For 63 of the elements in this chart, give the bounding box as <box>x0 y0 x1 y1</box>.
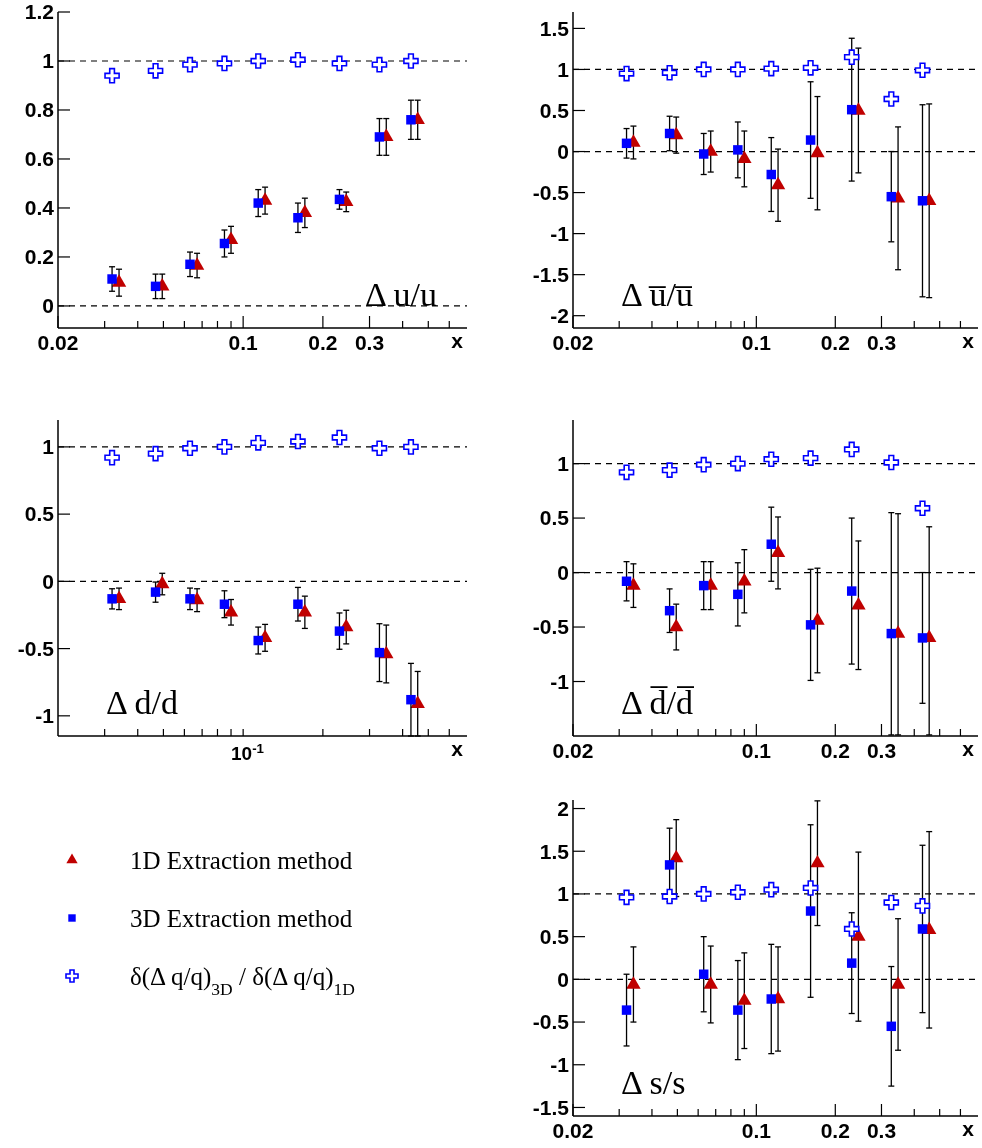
y-tick-label: 1 <box>557 451 570 475</box>
y-tick-label: -1.5 <box>532 1095 570 1119</box>
x-tick-label: 0.3 <box>866 739 897 762</box>
legend-label: δ(Δ q/q)$_{3D}$ / δ(Δ q/q)$_{1D}$ <box>130 962 355 999</box>
x-axis-title: x <box>451 329 464 352</box>
y-tick-label: 0.6 <box>24 147 54 171</box>
x-tick-label: 0.02 <box>37 331 79 354</box>
y-tick-label: -1 <box>550 1053 570 1077</box>
legend-label: 3D Extraction method <box>130 904 353 932</box>
x-tick-label: 0.2 <box>308 331 338 354</box>
y-tick-label: 0 <box>557 560 569 584</box>
annotation: Δ u/u <box>365 276 437 313</box>
x-tick-label: 0.3 <box>866 331 897 354</box>
x-axis-title: x <box>962 1117 975 1140</box>
y-tick-label: -0.5 <box>532 1010 570 1034</box>
annotation: Δ d/d <box>106 684 178 721</box>
y-tick-label: 1.5 <box>539 16 570 40</box>
x-tick-label: 0.02 <box>552 1119 594 1142</box>
x-tick-label: 0.1 <box>741 739 772 762</box>
y-tick-label: -0.5 <box>532 180 570 204</box>
y-tick-label: 1.5 <box>539 839 570 863</box>
x-tick-label: 0.2 <box>820 1119 850 1142</box>
y-tick-label: 0.5 <box>539 506 570 530</box>
x-tick-label: 0.2 <box>820 739 850 762</box>
x-axis-title: x <box>962 737 975 760</box>
y-tick-label: -0.5 <box>532 615 570 639</box>
y-tick-label: -0.5 <box>17 636 55 660</box>
y-tick-label: 1 <box>557 882 570 906</box>
annotation: Δ d̅/d̅ <box>621 684 695 721</box>
y-tick-label: -1 <box>550 669 570 693</box>
y-tick-label: 1 <box>42 435 55 459</box>
y-tick-label: 2 <box>557 796 569 820</box>
x-tick-label: 0.1 <box>741 331 772 354</box>
y-tick-label: -1 <box>35 704 55 728</box>
y-tick-label: -1.5 <box>532 263 570 286</box>
y-tick-label: 0.5 <box>539 925 570 948</box>
x-tick-label: 0.02 <box>552 739 594 762</box>
x-axis-title: x <box>451 737 464 760</box>
x-tick-label: 0.02 <box>552 331 594 354</box>
x-tick-label: 0.1 <box>228 331 259 354</box>
y-tick-label: 0 <box>42 294 54 318</box>
x-axis-title: x <box>962 329 975 352</box>
x-tick-label: 0.2 <box>820 331 850 354</box>
text: 10$^{-1}$ <box>231 740 265 764</box>
annotation: Δ s/s <box>621 1064 686 1101</box>
y-tick-label: -2 <box>550 304 569 328</box>
y-tick-label: 0.2 <box>24 245 54 269</box>
y-tick-label: 0 <box>42 569 54 593</box>
y-tick-label: 0.4 <box>24 196 55 220</box>
y-tick-label: 0 <box>557 967 569 991</box>
y-tick-label: 0.5 <box>539 98 570 122</box>
y-tick-label: -1 <box>550 221 570 245</box>
y-tick-label: 0.8 <box>24 98 55 122</box>
x-tick-label: 0.3 <box>354 331 385 354</box>
legend-label: 1D Extraction method <box>130 846 353 874</box>
y-tick-label: 1 <box>557 57 570 81</box>
y-tick-label: 1 <box>42 49 55 73</box>
y-tick-label: 1.2 <box>24 0 54 24</box>
y-tick-label: 0.5 <box>24 502 55 526</box>
annotation: Δ u̅/u̅ <box>621 276 693 313</box>
x-tick-label: 0.3 <box>866 1119 897 1142</box>
y-tick-label: 0 <box>557 139 569 163</box>
x-tick-label: 0.1 <box>741 1119 772 1142</box>
